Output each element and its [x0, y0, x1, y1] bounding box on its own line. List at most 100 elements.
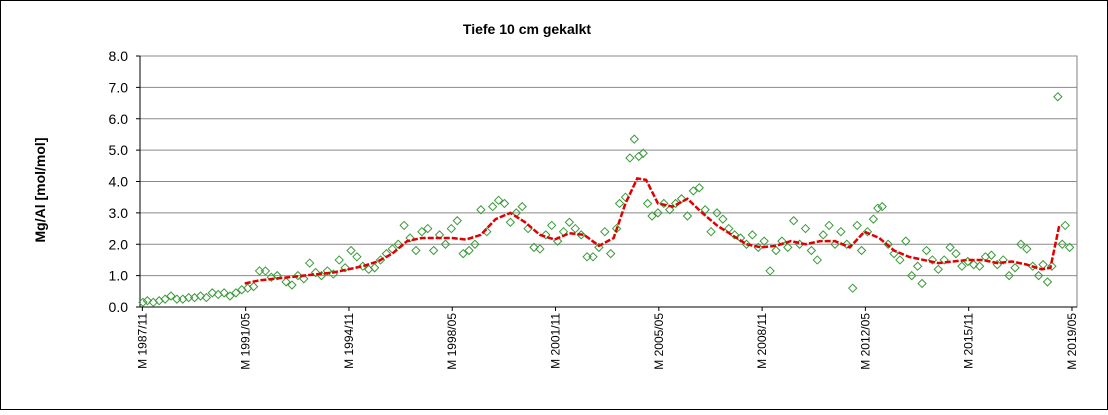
data-point [458, 248, 468, 259]
y-tick-label: 2.0 [109, 236, 129, 252]
data-point [670, 198, 681, 209]
data-point [862, 226, 873, 237]
data-point [907, 270, 917, 281]
y-tick-label: 0.0 [109, 299, 129, 315]
data-point [868, 214, 879, 224]
data-point [852, 220, 862, 231]
data-point [877, 201, 887, 212]
data-point [399, 220, 409, 231]
x-tick-label: M 1987/11 [135, 313, 149, 369]
data-point [665, 205, 675, 215]
data-point [856, 245, 867, 256]
data-point [322, 266, 333, 276]
data-point [842, 239, 852, 249]
y-tick-label: 7.0 [109, 79, 129, 95]
x-tick-label: M 1998/05 [445, 313, 459, 370]
data-point [1060, 220, 1070, 231]
data-point [638, 148, 648, 158]
data-point [611, 223, 622, 234]
data-point [883, 239, 893, 249]
data-point [848, 283, 858, 293]
data-point [747, 230, 758, 240]
data-point [160, 294, 170, 304]
data-point [535, 244, 545, 254]
data-point [293, 270, 303, 281]
data-point [659, 198, 669, 209]
x-tick-label: M 2019/05 [1065, 313, 1079, 370]
data-point [700, 205, 710, 215]
data-point [260, 266, 271, 276]
moving-average-line [244, 176, 1061, 285]
y-tick-label: 8.0 [109, 48, 129, 64]
data-point [393, 239, 403, 249]
data-point [998, 255, 1008, 265]
data-point [676, 194, 687, 204]
data-point [207, 288, 218, 298]
data-point [517, 201, 527, 212]
data-point [310, 267, 321, 278]
data-point [546, 220, 557, 231]
data-point [917, 278, 927, 289]
data-point [219, 288, 229, 298]
data-point [824, 220, 834, 231]
data-point [969, 259, 979, 270]
data-point [464, 245, 474, 256]
data-point [231, 288, 241, 298]
data-point [939, 255, 949, 265]
y-axis-label: Mg/Al [mol/mol] [32, 138, 48, 243]
data-point [927, 255, 938, 265]
data-point [340, 263, 350, 273]
data-point [629, 134, 640, 144]
data-point [873, 203, 883, 213]
y-tick-label: 3.0 [109, 205, 129, 221]
data-point [487, 201, 498, 212]
data-point [806, 245, 817, 256]
data-point [718, 214, 728, 224]
data-point [570, 223, 581, 234]
data-point [818, 230, 828, 240]
data-point [642, 198, 653, 209]
data-point [594, 242, 604, 253]
data-point [417, 226, 427, 237]
data-point [682, 211, 693, 221]
y-tick-label: 4.0 [109, 174, 129, 190]
data-point [951, 248, 961, 259]
x-tick-label: M 2005/05 [652, 313, 666, 370]
data-point [974, 261, 985, 271]
data-point [166, 291, 176, 301]
data-point [1053, 92, 1063, 102]
data-point [440, 239, 451, 249]
data-point [653, 208, 663, 218]
y-tick-label: 5.0 [109, 142, 129, 158]
data-point [346, 245, 356, 256]
data-point [195, 291, 206, 301]
data-point [225, 291, 235, 301]
data-point [957, 261, 967, 271]
data-point [765, 266, 775, 276]
data-point [541, 230, 551, 240]
data-point [895, 255, 905, 265]
data-point [1004, 270, 1014, 281]
data-point [505, 217, 516, 227]
data-point [614, 198, 625, 209]
x-tick-label: M 2001/11 [549, 313, 563, 369]
data-point [476, 205, 486, 215]
data-point [600, 226, 610, 237]
x-tick-label: M 1994/11 [342, 313, 356, 369]
data-point [470, 239, 480, 249]
data-point [493, 195, 504, 206]
data-point [428, 245, 439, 256]
data-point [729, 230, 740, 240]
data-point [933, 264, 944, 275]
data-point [921, 245, 932, 256]
data-point [446, 223, 457, 234]
data-point [606, 248, 616, 259]
y-tick-label: 1.0 [109, 268, 129, 284]
data-point [1010, 263, 1020, 273]
data-point [299, 274, 309, 284]
data-point [564, 217, 575, 227]
data-point [334, 255, 344, 265]
data-point [1047, 261, 1057, 271]
y-tick-label: 6.0 [109, 111, 129, 127]
data-point [304, 258, 315, 268]
